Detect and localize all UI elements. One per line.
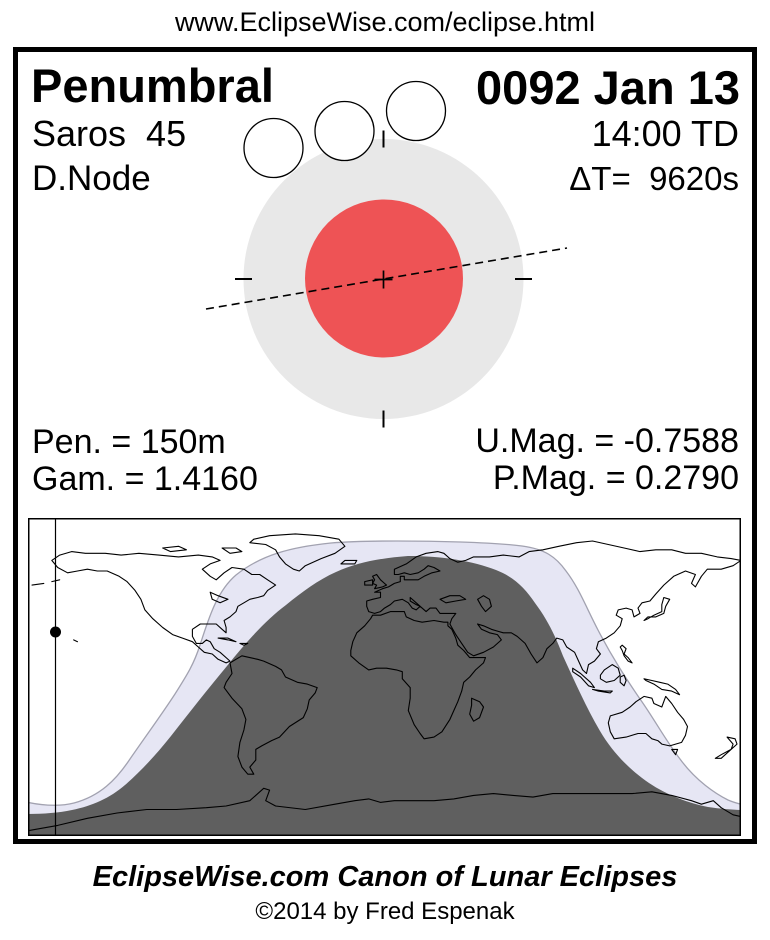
- eclipse-type-label: Penumbral: [31, 59, 274, 112]
- gamma-label: Gam. = 1.4160: [32, 460, 258, 498]
- coastline: [619, 644, 633, 664]
- visibility-world-map: [28, 518, 741, 836]
- coastline: [643, 596, 671, 622]
- coastline: [477, 595, 492, 613]
- coastline: [239, 642, 249, 646]
- coastline: [607, 695, 689, 747]
- footer-copyright: ©2014 by Fred Espenak: [255, 898, 515, 925]
- coastline: [469, 697, 485, 722]
- coastline: [221, 547, 243, 554]
- time-label: 14:00 TD: [591, 113, 739, 154]
- coastline: [51, 551, 277, 664]
- moon-position-circle-1: [243, 117, 304, 179]
- coastline: [599, 664, 621, 683]
- coastline: [671, 748, 679, 756]
- coastline: [31, 582, 45, 586]
- coastline: [217, 637, 237, 643]
- coastline: [350, 611, 487, 740]
- coastline: [643, 678, 681, 696]
- umbral-magnitude-label: U.Mag. = -0.7588: [475, 422, 739, 460]
- moon-position-circle-3: [385, 80, 447, 142]
- no-visibility-zone: [28, 556, 741, 836]
- sublunar-point: [50, 626, 61, 638]
- node-label: D.Node: [32, 159, 151, 198]
- coastline: [572, 667, 595, 689]
- footer-title: EclipseWise.com Canon of Lunar Eclipses: [92, 861, 678, 893]
- coastline: [223, 655, 318, 775]
- coastline: [372, 573, 388, 590]
- coastline: [73, 639, 79, 643]
- shadow-geometry-diagram: [205, 80, 568, 428]
- penumbral-magnitude-label: P.Mag. = 0.2790: [492, 459, 739, 497]
- moon-position-circle-2: [314, 100, 375, 162]
- zone-edge-line: [28, 540, 741, 806]
- ecliptic-dashed-line: [205, 247, 568, 310]
- coastline: [366, 540, 741, 675]
- coastline: [364, 579, 374, 586]
- map-frame: [28, 518, 741, 836]
- coastline: [439, 595, 467, 604]
- coastline: [162, 545, 187, 553]
- saros-label: Saros 45: [32, 113, 187, 154]
- coastline: [28, 787, 741, 832]
- coastline: [591, 688, 613, 694]
- penumbral-duration-label: Pen. = 150m: [32, 423, 226, 461]
- site-url: www.EclipseWise.com/eclipse.html: [174, 7, 596, 37]
- coastline: [619, 674, 627, 687]
- coastline: [714, 736, 738, 759]
- coastline: [209, 591, 229, 604]
- coastline: [340, 559, 358, 565]
- eclipse-date-label: 0092 Jan 13: [476, 61, 740, 114]
- coastline: [249, 533, 346, 572]
- card-frame: [13, 47, 757, 844]
- delta-t-label: ΔT= 9620s: [569, 160, 739, 197]
